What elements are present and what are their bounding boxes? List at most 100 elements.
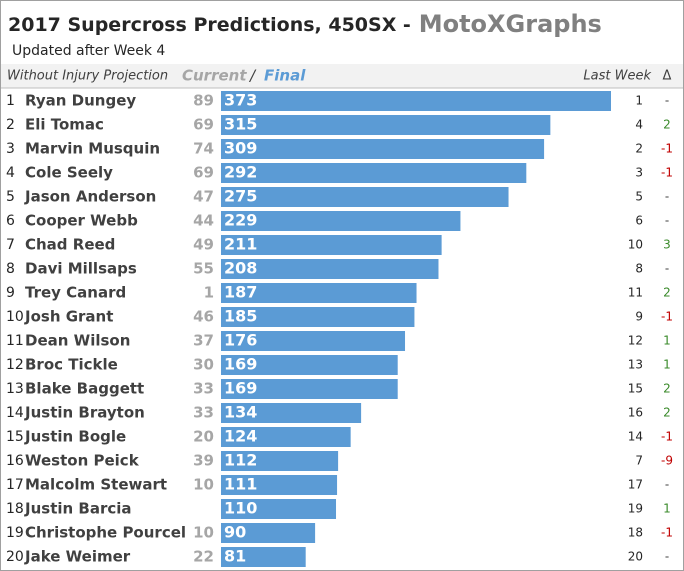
final-points: 112 xyxy=(224,451,257,470)
rider-name: Justin Bogle xyxy=(24,428,126,446)
delta: - xyxy=(665,214,669,228)
rider-name: Eli Tomac xyxy=(25,116,104,134)
delta: 2 xyxy=(663,406,671,420)
rider-name: Justin Barcia xyxy=(24,500,132,518)
final-points: 185 xyxy=(224,307,257,326)
final-points: 229 xyxy=(224,211,257,230)
delta: 1 xyxy=(663,334,671,348)
rank: 16 xyxy=(6,453,24,469)
final-points: 81 xyxy=(224,547,246,566)
rank: 12 xyxy=(6,357,24,373)
final-points: 208 xyxy=(224,259,257,278)
final-points: 187 xyxy=(224,283,257,302)
last-week: 11 xyxy=(628,286,643,300)
final-points: 169 xyxy=(224,355,257,374)
last-week: 18 xyxy=(628,526,643,540)
bar xyxy=(221,451,339,471)
bar xyxy=(221,187,509,207)
last-week: 14 xyxy=(628,430,643,444)
brand: MotoXGraphs xyxy=(419,10,602,38)
current-points: 74 xyxy=(193,140,214,158)
bar xyxy=(221,115,551,135)
rank: 13 xyxy=(6,381,24,397)
rank: 11 xyxy=(6,333,24,349)
current-points: 49 xyxy=(193,236,214,254)
last-week: 7 xyxy=(635,454,643,468)
rider-name: Blake Baggett xyxy=(25,380,144,398)
bar xyxy=(221,427,351,447)
bar xyxy=(221,307,415,327)
last-week: 9 xyxy=(635,310,643,324)
final-points: 315 xyxy=(224,115,257,134)
bar xyxy=(221,355,398,375)
final-points: 90 xyxy=(224,523,246,542)
current-points: 20 xyxy=(193,428,214,446)
last-week: 16 xyxy=(628,406,643,420)
last-week: 13 xyxy=(628,358,643,372)
delta: - xyxy=(665,262,669,276)
subtitle: Updated after Week 4 xyxy=(12,43,165,59)
last-week: 10 xyxy=(628,238,643,252)
last-week: 20 xyxy=(628,550,643,564)
rank: 6 xyxy=(6,213,15,229)
bar xyxy=(221,211,461,231)
rider-name: Dean Wilson xyxy=(25,332,130,350)
current-points: 69 xyxy=(193,164,214,182)
bar xyxy=(221,139,545,159)
current-points: 39 xyxy=(193,452,214,470)
current-points: 33 xyxy=(193,380,214,398)
rank: 19 xyxy=(6,525,24,541)
delta: -1 xyxy=(661,166,673,180)
rider-name: Malcolm Stewart xyxy=(25,476,167,494)
header-slash: / xyxy=(248,67,257,85)
bar xyxy=(221,475,338,495)
title-text: 2017 Supercross Predictions, 450SX xyxy=(8,14,397,36)
final-points: 292 xyxy=(224,163,257,182)
delta: 2 xyxy=(663,286,671,300)
current-points: 69 xyxy=(193,116,214,134)
delta: - xyxy=(665,478,669,492)
bar xyxy=(221,259,439,279)
rider-name: Broc Tickle xyxy=(25,356,118,374)
current-points: 44 xyxy=(193,212,214,230)
header-current: Current xyxy=(182,67,247,85)
rider-name: Chad Reed xyxy=(25,236,115,254)
delta: - xyxy=(665,94,669,108)
delta: -1 xyxy=(661,526,673,540)
bar xyxy=(221,403,362,423)
final-points: 169 xyxy=(224,379,257,398)
rider-name: Trey Canard xyxy=(25,284,126,302)
last-week: 2 xyxy=(635,142,643,156)
rider-name: Marvin Musquin xyxy=(25,140,160,158)
rank: 5 xyxy=(6,189,15,205)
bar xyxy=(221,283,417,303)
delta: -1 xyxy=(661,430,673,444)
rider-name: Christophe Pourcel xyxy=(25,524,186,542)
delta: 1 xyxy=(663,358,671,372)
last-week: 5 xyxy=(635,190,643,204)
current-points: 30 xyxy=(193,356,214,374)
delta: 2 xyxy=(663,118,671,132)
last-week: 4 xyxy=(635,118,643,132)
delta: - xyxy=(665,550,669,564)
bar xyxy=(221,547,306,567)
rank: 10 xyxy=(6,309,24,325)
final-points: 373 xyxy=(224,91,257,110)
delta: -1 xyxy=(661,142,673,156)
rank: 7 xyxy=(6,237,15,253)
final-points: 211 xyxy=(224,235,257,254)
last-week: 15 xyxy=(628,382,643,396)
bar xyxy=(221,523,316,543)
rider-name: Weston Peick xyxy=(25,452,140,470)
header-label: Without Injury Projection xyxy=(7,69,168,84)
rider-name: Cooper Webb xyxy=(25,212,138,230)
last-week: 1 xyxy=(635,94,643,108)
bar xyxy=(221,499,337,519)
header-delta: Δ xyxy=(663,69,672,84)
rider-name: Jason Anderson xyxy=(24,188,156,206)
delta: 2 xyxy=(663,382,671,396)
header-band xyxy=(1,64,683,88)
final-points: 176 xyxy=(224,331,257,350)
